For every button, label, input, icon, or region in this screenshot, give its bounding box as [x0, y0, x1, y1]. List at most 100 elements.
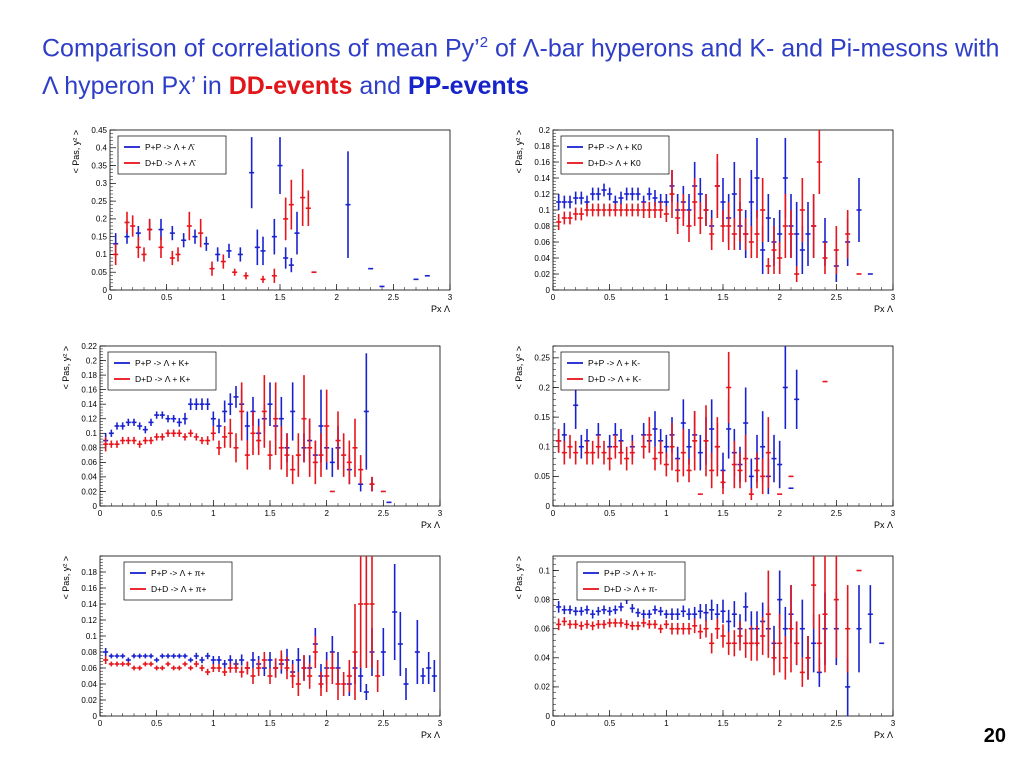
- data-point: [618, 191, 624, 205]
- data-point: [635, 608, 641, 618]
- data-point: [714, 417, 720, 477]
- data-point: [256, 660, 262, 676]
- data-point: [573, 440, 579, 465]
- data-point: [771, 640, 777, 676]
- data-point: [120, 422, 126, 430]
- data-point: [601, 605, 607, 615]
- data-point: [426, 652, 432, 684]
- legend-entry: D+D -> Λ + π+: [151, 584, 207, 594]
- series-dd: [113, 169, 317, 283]
- data-point: [222, 426, 228, 448]
- data-point: [205, 436, 211, 445]
- data-point: [295, 433, 301, 477]
- data-point: [165, 653, 171, 659]
- data-point: [113, 243, 119, 266]
- y-axis-title: < Pas, y² >: [514, 556, 524, 600]
- x-tick-label: 1: [221, 293, 226, 302]
- x-tick-label: 1.5: [274, 293, 286, 302]
- chart-k0: 0 0.02 0.04 0.06 0.08 0.1 0.12 0.14 0.16 0.18 0.2 0…: [508, 122, 908, 322]
- data-point: [176, 665, 182, 671]
- data-point: [726, 631, 732, 655]
- data-point: [210, 426, 216, 441]
- data-point: [244, 411, 250, 441]
- data-point: [125, 436, 131, 445]
- data-point: [148, 418, 154, 426]
- data-point: [799, 599, 805, 658]
- data-point: [159, 665, 165, 671]
- x-tick-label: 0: [551, 509, 556, 518]
- data-point: [301, 655, 307, 681]
- data-point: [748, 170, 754, 234]
- data-point: [765, 570, 771, 658]
- data-point: [561, 605, 567, 615]
- x-tick-label: 1: [664, 719, 669, 728]
- y-axis-title: < Pas, y² >: [61, 556, 71, 600]
- data-point: [578, 621, 584, 631]
- data-point: [777, 614, 783, 673]
- y-tick-label: 0.12: [81, 616, 97, 625]
- data-point: [607, 203, 613, 217]
- data-point: [697, 202, 703, 234]
- data-point: [612, 618, 618, 628]
- data-point: [182, 433, 188, 441]
- legend-box: [117, 135, 227, 175]
- data-point: [607, 606, 613, 616]
- data-point: [158, 236, 164, 258]
- data-point: [709, 599, 715, 620]
- x-tick-label: 0.5: [161, 293, 173, 302]
- data-point: [578, 606, 584, 616]
- legend: P+P -> Λ + K0 D+D-> Λ + K0: [560, 135, 670, 175]
- legend-entry: P+P -> Λ + Λ̄: [145, 142, 196, 152]
- data-point: [307, 418, 313, 477]
- y-tick-label: 0: [93, 712, 98, 721]
- data-point: [182, 653, 188, 659]
- data-point: [811, 194, 817, 258]
- y-tick-label: 0.1: [539, 566, 551, 575]
- y-tick-label: 0.4: [96, 144, 108, 153]
- data-point: [624, 203, 630, 217]
- data-point: [658, 202, 664, 218]
- data-point: [267, 382, 273, 426]
- data-point: [192, 229, 198, 244]
- legend: P+P -> Λ + K+ D+D -> Λ + K+: [107, 351, 217, 391]
- data-point: [663, 620, 669, 629]
- data-point: [618, 203, 624, 217]
- legend-box: [560, 135, 670, 175]
- data-point: [590, 621, 596, 631]
- data-point: [142, 436, 148, 445]
- data-point: [352, 604, 358, 700]
- data-point: [267, 440, 273, 470]
- x-axis-title: Px Λ: [421, 520, 440, 530]
- data-point: [595, 187, 601, 201]
- data-point: [290, 455, 296, 485]
- data-point: [573, 191, 579, 205]
- chart-svg: 0 0.02 0.04 0.06 0.08 0.1 0 0.5 1 1.5 2 2.5 3 Px Λ < P…: [514, 555, 896, 740]
- data-point: [743, 434, 749, 483]
- x-tick-label: 2.5: [388, 293, 400, 302]
- data-point: [856, 585, 862, 673]
- data-point: [675, 622, 681, 635]
- data-point: [397, 612, 403, 676]
- data-point: [601, 620, 607, 629]
- data-point: [612, 605, 618, 615]
- data-point: [816, 614, 822, 673]
- data-point: [250, 668, 256, 684]
- data-point: [271, 268, 277, 283]
- data-point: [720, 210, 726, 242]
- data-point: [709, 399, 715, 459]
- data-point: [227, 663, 233, 673]
- data-point: [284, 433, 290, 477]
- data-point: [120, 436, 126, 445]
- data-point: [154, 665, 160, 671]
- x-tick-label: 2: [777, 509, 782, 518]
- data-point: [186, 211, 192, 241]
- x-tick-label: 0.5: [604, 719, 616, 728]
- data-point: [771, 434, 777, 483]
- data-point: [805, 202, 811, 266]
- page-number: 20: [983, 725, 1006, 747]
- y-tick-label: 0.05: [91, 268, 107, 277]
- data-point: [335, 668, 341, 700]
- data-point: [731, 630, 737, 657]
- data-point: [635, 621, 641, 631]
- y-tick-label: 0.14: [81, 600, 97, 609]
